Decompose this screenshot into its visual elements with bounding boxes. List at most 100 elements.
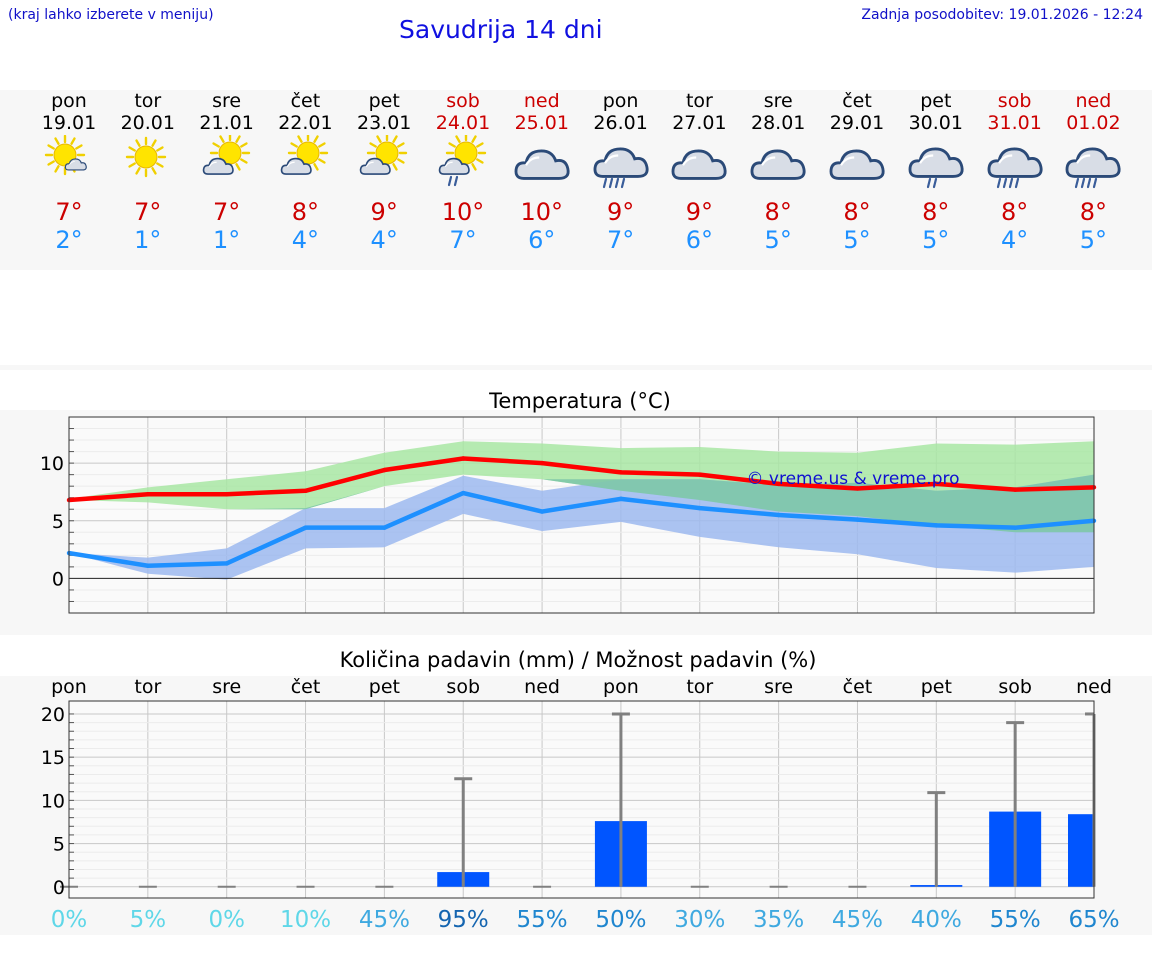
- min-temp: 7°: [606, 226, 635, 254]
- y-tick-label: 20: [41, 704, 65, 726]
- min-temp: 5°: [922, 226, 950, 254]
- day-date: 26.01: [593, 112, 648, 134]
- x-tick-label: ned: [524, 676, 560, 698]
- cloud-icon: [750, 149, 806, 180]
- min-temp: 7°: [449, 226, 477, 254]
- y-tick-label: 15: [41, 747, 65, 769]
- sun-light-cloud-icon: [44, 135, 87, 176]
- max-temp-line: [68, 456, 1095, 503]
- x-tick-label: pon: [51, 676, 87, 698]
- sun-cloud-light-rain-icon: [438, 135, 487, 187]
- max-temp: 8°: [764, 198, 792, 226]
- x-tick-label: čet: [291, 676, 321, 698]
- min-temp-line-point: [461, 490, 466, 496]
- chart-title: Količina padavin (mm) / Možnost padavin …: [340, 648, 817, 672]
- y-tick-label: 5: [52, 511, 64, 533]
- day-name: tor: [685, 90, 713, 112]
- day-date: 30.01: [908, 112, 963, 134]
- chart-title: Temperatura (°C): [488, 389, 671, 413]
- min-temp-line: [68, 490, 1095, 568]
- chance-label: 30%: [674, 907, 725, 933]
- x-tick-label: pet: [921, 676, 952, 698]
- min-temp-line-point: [382, 525, 387, 530]
- chance-label: 40%: [911, 907, 962, 933]
- x-tick-label: sre: [764, 676, 793, 698]
- max-temp: 10°: [441, 198, 485, 226]
- day-date: 29.01: [829, 112, 885, 134]
- cloud-heavy-rain-icon: [987, 147, 1043, 189]
- chance-label: 55%: [990, 907, 1041, 933]
- y-tick-label: 0: [53, 877, 65, 899]
- max-temp-line-point: [855, 486, 860, 491]
- min-temp: 4°: [1000, 226, 1029, 254]
- max-temp: 8°: [843, 198, 871, 226]
- day-date: 22.01: [278, 112, 333, 134]
- min-temp: 6°: [685, 226, 714, 254]
- max-temp-line-point: [145, 492, 151, 497]
- day-date: 25.01: [514, 112, 569, 134]
- day-name: sre: [763, 90, 793, 112]
- x-tick-label: sob: [998, 676, 1032, 698]
- min-temp-line-point: [224, 561, 229, 566]
- day-name: pon: [51, 90, 87, 112]
- min-temp-line-point: [934, 523, 939, 528]
- min-temp-line-point: [539, 509, 545, 514]
- day-name: čet: [290, 90, 321, 112]
- min-temp: 1°: [134, 226, 162, 254]
- cloud-heavy-rain-icon: [593, 147, 649, 189]
- min-temp: 1°: [212, 226, 241, 254]
- max-temp: 10°: [520, 198, 564, 226]
- max-temp: 8°: [922, 198, 950, 226]
- divider: [0, 365, 1152, 370]
- chance-label: 45%: [832, 907, 883, 933]
- day-date: 20.01: [120, 112, 175, 134]
- min-temp-line-point: [1012, 525, 1018, 530]
- day-date: 21.01: [199, 112, 254, 134]
- y-tick-label: 5: [53, 834, 65, 856]
- y-tick-label: 10: [40, 453, 64, 475]
- day-name: tor: [134, 90, 162, 112]
- plot-area: [69, 701, 1094, 898]
- precipitation-chart: Količina padavin (mm) / Možnost padavin …: [41, 648, 1120, 933]
- chance-label: 10%: [280, 907, 331, 933]
- max-temp: 7°: [212, 198, 241, 226]
- chance-label: 65%: [1068, 907, 1119, 933]
- cloud-icon: [829, 149, 885, 180]
- min-temp: 5°: [764, 226, 792, 254]
- max-temp: 9°: [606, 198, 635, 226]
- chance-label: 0%: [51, 907, 88, 933]
- x-tick-label: sre: [212, 676, 241, 698]
- max-temp: 7°: [55, 198, 83, 226]
- daily-forecast: pon 19.01 7° 2° tor 20.01 7° 1° sre 21.01 7° 1° čet 2…: [0, 90, 1152, 270]
- day-date: 23.01: [356, 112, 412, 134]
- chance-label: 55%: [517, 907, 568, 933]
- day-date: 27.01: [672, 112, 727, 134]
- max-temp-line-point: [618, 470, 624, 475]
- y-tick-label: 0: [52, 568, 64, 590]
- min-temp: 4°: [370, 226, 398, 254]
- min-temp: 5°: [1079, 226, 1108, 254]
- day-name: ned: [523, 90, 560, 112]
- sun-cloud-icon: [359, 135, 408, 175]
- cloud-icon: [671, 149, 727, 180]
- y-tick-label: 10: [41, 790, 65, 812]
- chance-label: 95%: [438, 907, 489, 933]
- cloud-light-rain-icon: [908, 147, 964, 189]
- cloud-heavy-rain-icon: [1065, 147, 1121, 189]
- chance-label: 0%: [208, 907, 245, 933]
- location-note: (kraj lahko izberete v meniju): [8, 7, 214, 23]
- max-temp: 8°: [291, 198, 320, 226]
- min-temp: 4°: [291, 226, 320, 254]
- chance-label: 35%: [753, 907, 804, 933]
- day-name: sre: [212, 90, 242, 112]
- day-name: pon: [602, 90, 639, 112]
- max-temp-line-point: [776, 481, 781, 487]
- min-temp-line-point: [303, 525, 308, 530]
- x-tick-label: čet: [843, 676, 873, 698]
- day-name: sob: [997, 90, 1032, 112]
- day-name: sob: [446, 90, 480, 112]
- max-temp: 8°: [1000, 198, 1029, 226]
- x-tick-label: tor: [686, 676, 713, 698]
- sun-cloud-icon: [281, 135, 329, 175]
- max-temp-line-point: [934, 481, 939, 487]
